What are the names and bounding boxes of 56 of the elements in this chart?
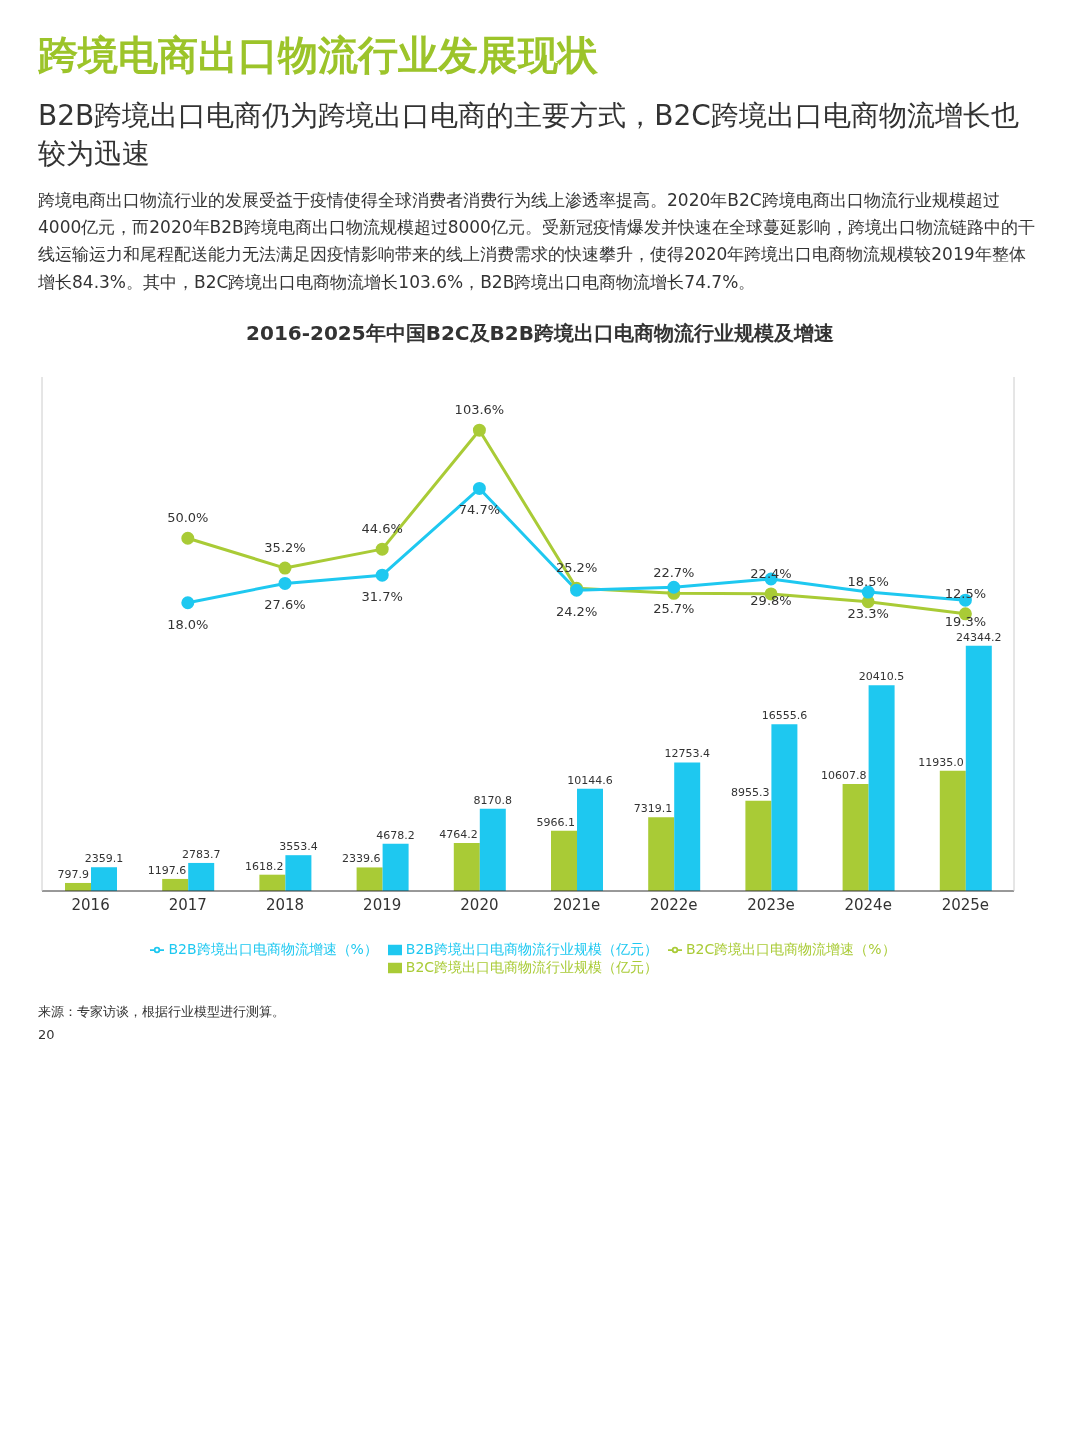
data-label: 7319.1 — [633, 801, 673, 815]
data-label: 19.3% — [944, 613, 987, 629]
data-label: 74.7% — [458, 502, 501, 518]
data-label: 18.5% — [847, 573, 889, 589]
data-label: 12753.4 — [664, 747, 710, 761]
data-label: 23.3% — [847, 605, 889, 621]
data-label: 8170.8 — [473, 793, 513, 807]
data-label: 2339.6 — [342, 852, 381, 866]
x-tick-label: 2023e — [747, 895, 795, 914]
data-label: 24344.2 — [956, 630, 1002, 644]
x-tick-label: 2016 — [71, 895, 110, 914]
data-label: 27.6% — [264, 597, 306, 613]
data-label: 5966.1 — [536, 815, 575, 829]
source-note: 来源：专家访谈，根据行业模型进行测算。 — [38, 1002, 286, 1021]
x-tick-label: 2024e — [844, 895, 892, 914]
data-label: 4678.2 — [376, 828, 415, 842]
data-label: 20410.5 — [858, 670, 905, 684]
data-label: 1618.2 — [244, 859, 284, 873]
data-label: 50.0% — [167, 510, 209, 525]
text: 跨境电商出口物流行业的发展受益于疫情使得全球消费者消费行为线上渗透率提高。2020年B2C跨境电商出口物流行业规模超过4000亿元，而2020年B2B跨境电商出口物流规模超过8000亿元。受新冠疫情爆发并快速在全球蔓延影响，跨境出口物流链路中的干线运输运力和尾程配送能力无法满足因疫情影响带来的线上消费需求的快速攀升，使得2020年跨境出口电商物流规模较2019年整体增长84.3%。其中，B2C跨境出口电商物流增长103.6%，B2B跨境出口电商物流增长74.7%。 — [38, 189, 1036, 294]
data-label: 8955.3 — [730, 785, 770, 799]
text: B2B跨境出口电商仍为跨境出口电商的主要方式，B2C跨境出口电商物流增长也较为迅速 — [38, 98, 1020, 172]
x-tick-label: 2018 — [265, 895, 305, 914]
data-label: 24.2% — [555, 604, 598, 620]
x-tick-label: 2025e — [941, 895, 990, 914]
data-label: 2359.1 — [84, 851, 124, 865]
legend-label: B2C跨境出口电商物流增速（%） — [685, 940, 896, 957]
data-label: 10144.6 — [567, 773, 613, 787]
legend-label: B2C跨境出口电商物流行业规模（亿元） — [405, 958, 659, 975]
data-label: 22.7% — [653, 565, 695, 581]
data-label: 29.8% — [750, 592, 792, 608]
x-tick-label: 2022e — [650, 895, 698, 914]
data-label: 12.5% — [944, 585, 987, 601]
text: 20 — [38, 1026, 56, 1042]
data-label: 2783.7 — [181, 847, 221, 861]
data-label: 1197.6 — [147, 863, 187, 877]
text: 跨境电商出口物流行业发展现状 — [38, 31, 599, 80]
x-tick-label: 2021e — [552, 895, 601, 914]
x-tick-label: 2017 — [168, 895, 207, 914]
x-tick-label: 2019 — [363, 895, 402, 914]
x-tick-label: 2020 — [460, 895, 499, 914]
legend-label: B2B跨境出口电商物流增速（%） — [168, 940, 378, 957]
data-label: 18.0% — [167, 616, 209, 632]
chart-title: 2016-2025年中国B2C及B2B跨境出口电商物流行业规模及增速 — [245, 319, 835, 347]
data-label: 103.6% — [454, 401, 505, 417]
data-label: 22.4% — [750, 565, 792, 581]
data-label: 4764.2 — [439, 827, 478, 841]
data-label: 25.7% — [653, 600, 695, 616]
data-label: 3553.4 — [279, 839, 318, 853]
data-label: 31.7% — [361, 588, 403, 604]
data-label: 11935.0 — [918, 755, 964, 769]
legend-label: B2B跨境出口电商物流行业规模（亿元） — [405, 940, 658, 957]
data-label: 10607.8 — [821, 768, 867, 782]
data-label: 35.2% — [264, 539, 306, 555]
data-label: 797.9 — [57, 867, 89, 881]
data-label: 16555.6 — [761, 708, 808, 722]
